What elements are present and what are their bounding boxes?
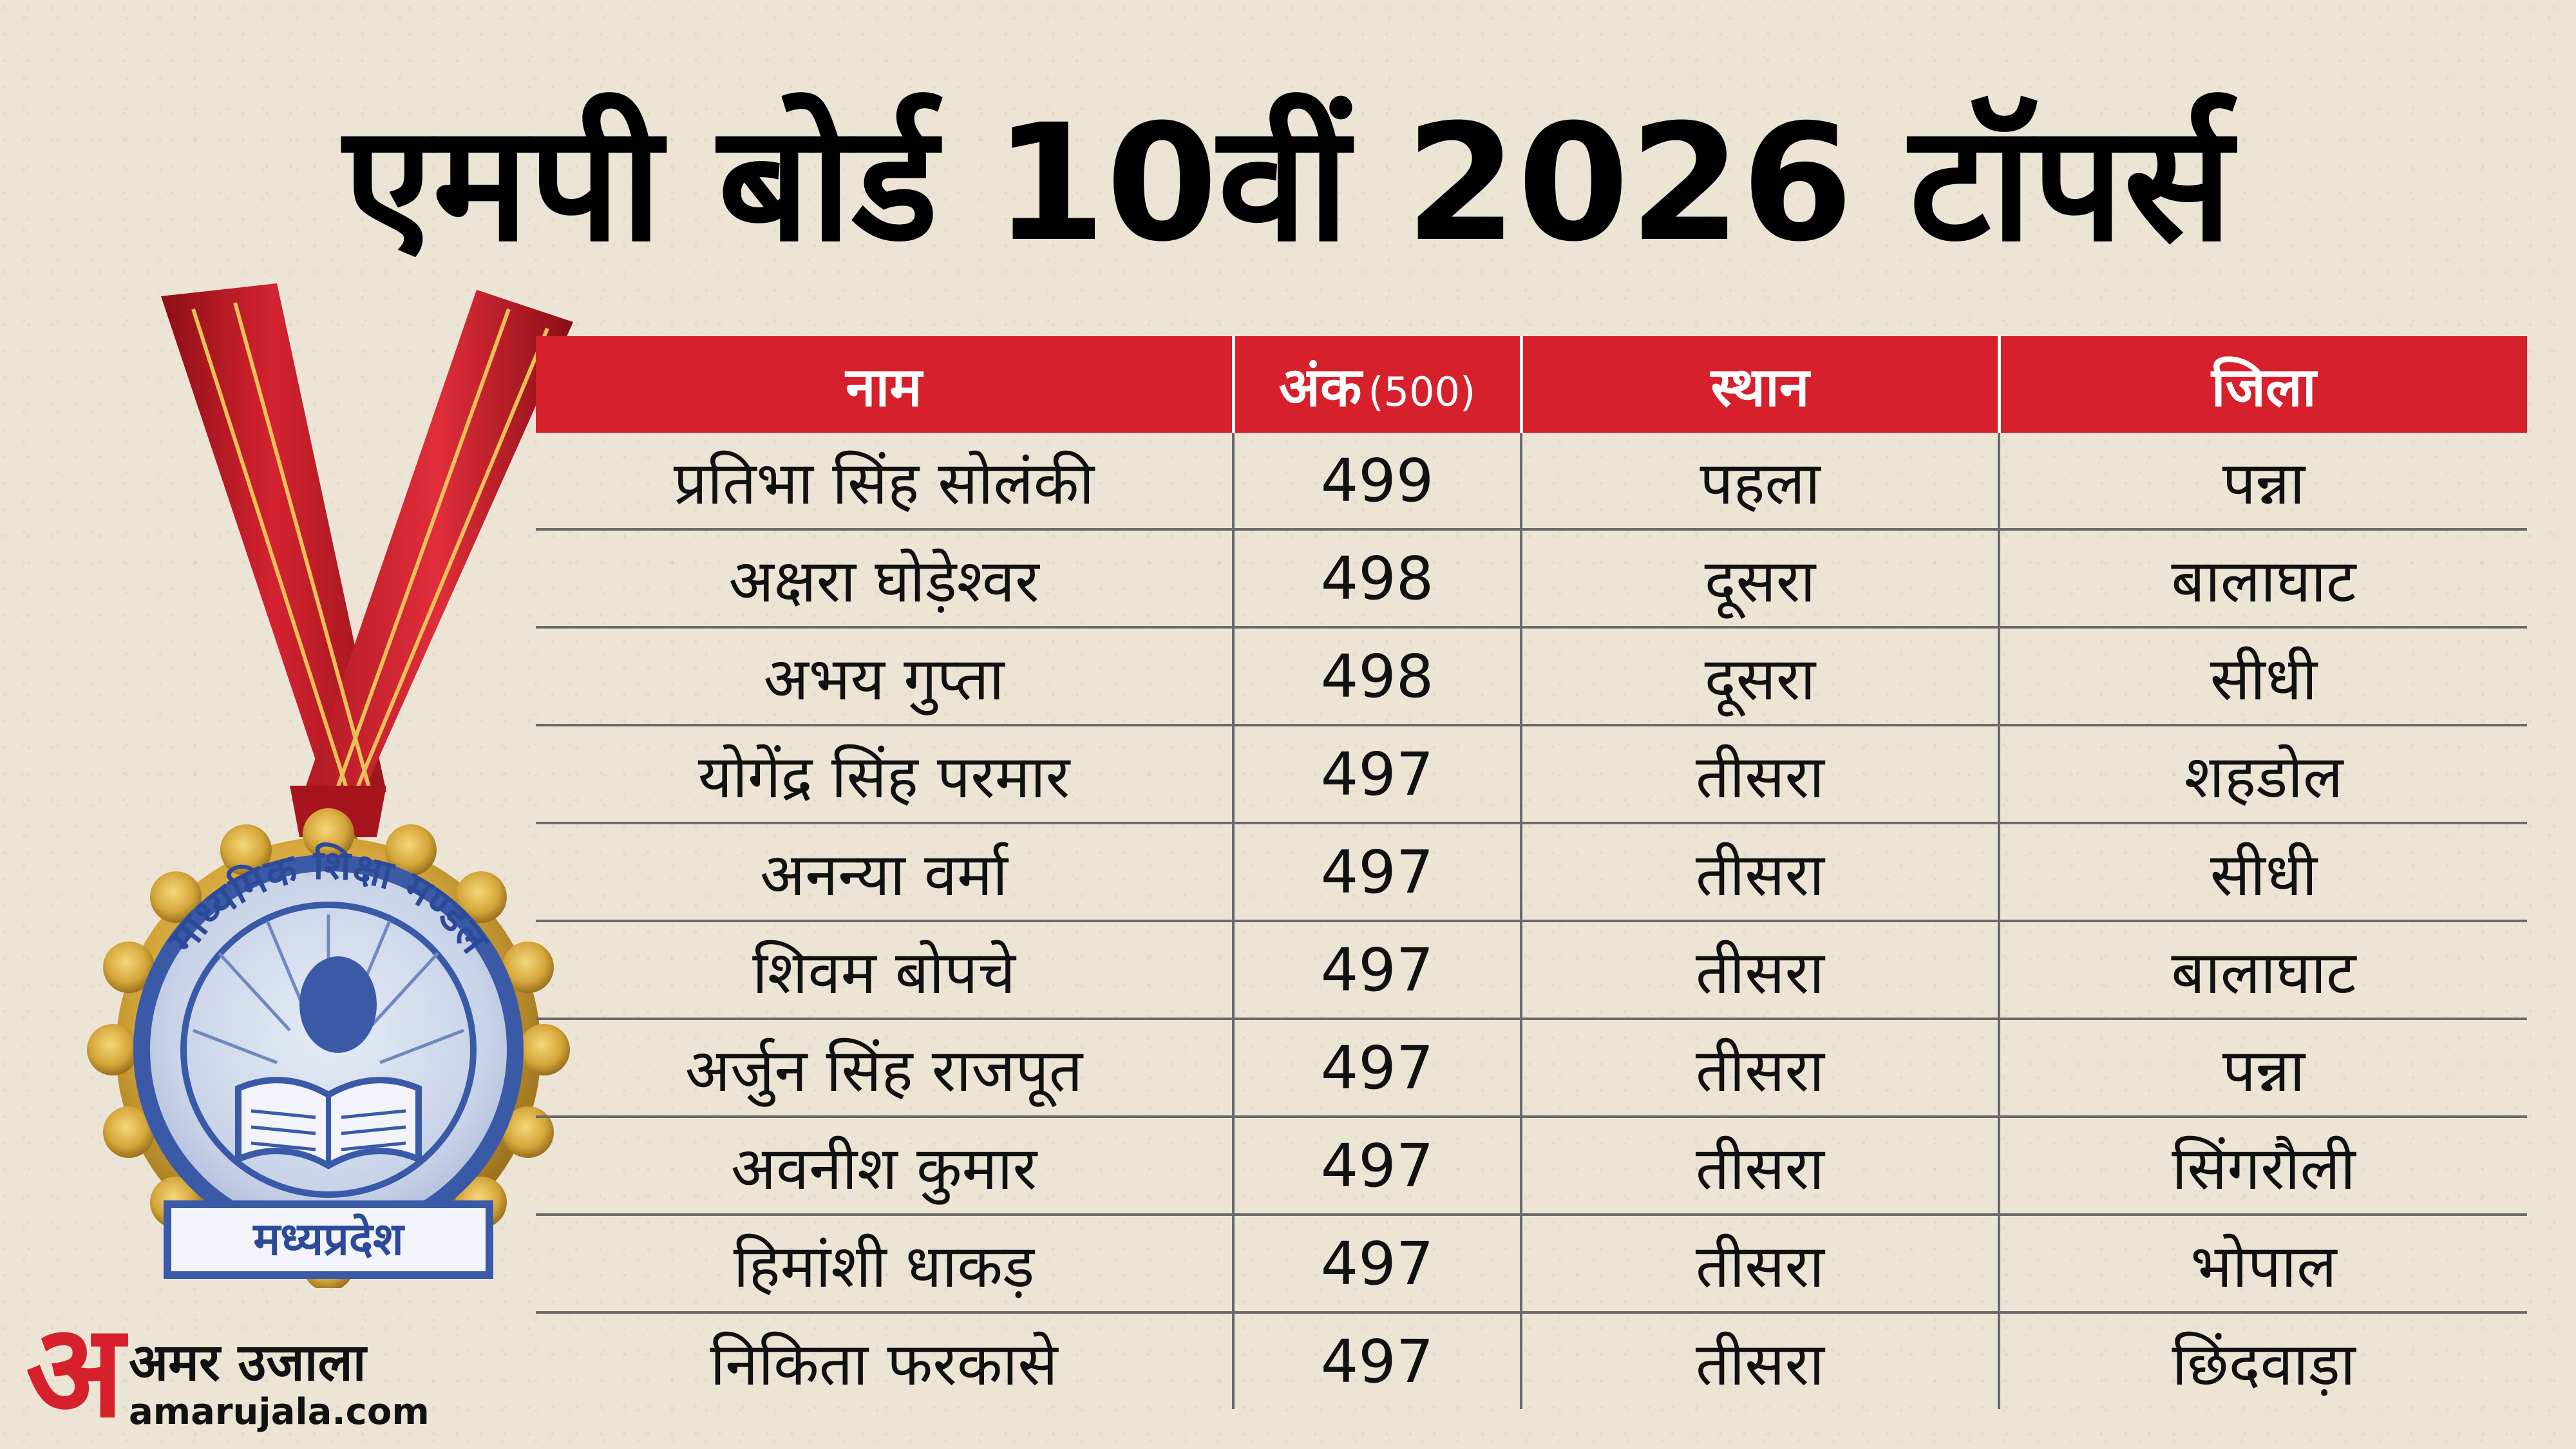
cell-rank: तीसरा	[1520, 1117, 1999, 1216]
table-row: अक्षरा घोड़ेश्वर 498 दूसरा बालाघाट	[536, 529, 2527, 629]
header-marks: अंक (500)	[1231, 336, 1521, 433]
table-row: अवनीश कुमार 497 तीसरा सिंगरौली	[536, 1117, 2527, 1216]
header-marks-total: (500)	[1368, 368, 1476, 415]
cell-rank: तीसरा	[1520, 1312, 1999, 1409]
cell-marks: 498	[1232, 627, 1521, 726]
cell-marks: 497	[1232, 1117, 1521, 1216]
table-row: हिमांशी धाकड़ 497 तीसरा भोपाल	[536, 1215, 2527, 1314]
cell-rank: तीसरा	[1520, 1215, 1999, 1314]
page-title: एमपी बोर्ड 10वीं 2026 टॉपर्स	[343, 90, 2233, 277]
header-district: जिला	[1997, 336, 2527, 433]
cell-rank: दूसरा	[1520, 627, 1999, 726]
cell-marks: 497	[1232, 1312, 1521, 1409]
cell-district: सीधी	[1998, 627, 2527, 726]
cell-district: बालाघाट	[1998, 921, 2527, 1020]
cell-rank: पहला	[1520, 433, 1999, 531]
header-rank: स्थान	[1519, 336, 1999, 433]
table-row: अनन्या वर्मा 497 तीसरा सीधी	[536, 823, 2527, 922]
cell-marks: 498	[1232, 529, 1521, 629]
cell-name: अक्षरा घोड़ेश्वर	[536, 529, 1233, 629]
cell-district: भोपाल	[1998, 1215, 2527, 1314]
table-row: अभय गुप्ता 498 दूसरा सीधी	[536, 627, 2527, 726]
cell-name: अनन्या वर्मा	[536, 823, 1233, 922]
cell-marks: 497	[1232, 823, 1521, 922]
cell-rank: दूसरा	[1520, 529, 1999, 629]
cell-name: अर्जुन सिंह राजपूत	[536, 1019, 1233, 1118]
logo-name: अमर उजाला	[129, 1332, 366, 1392]
logo-url: amarujala.com	[129, 1391, 430, 1433]
table-row: प्रतिभा सिंह सोलंकी 499 पहला पन्ना	[536, 433, 2527, 531]
cell-district: बालाघाट	[1998, 529, 2527, 629]
cell-district: सीधी	[1998, 823, 2527, 922]
table-row: योगेंद्र सिंह परमार 497 तीसरा शहडोल	[536, 725, 2527, 824]
cell-marks: 497	[1232, 1019, 1521, 1118]
ribbon-left	[161, 283, 386, 799]
table-header-row: नाम अंक (500) स्थान जिला	[536, 336, 2527, 433]
table-row: निकिता फरकासे 497 तीसरा छिंदवाड़ा	[536, 1312, 2527, 1409]
cell-name: योगेंद्र सिंह परमार	[536, 725, 1233, 824]
cell-marks: 497	[1232, 725, 1521, 824]
cell-rank: तीसरा	[1520, 1019, 1999, 1118]
cell-district: छिंदवाड़ा	[1998, 1312, 2527, 1409]
toppers-table: नाम अंक (500) स्थान जिला प्रतिभा सिंह सोल…	[536, 336, 2527, 1409]
cell-district: पन्ना	[1998, 1019, 2527, 1118]
publisher-logo: अ अमर उजाला amarujala.com	[26, 1307, 438, 1436]
cell-marks: 499	[1232, 433, 1521, 531]
medal-illustration: माध्यमिक शिक्षा मण्डल मध्यप्रदेश	[84, 283, 573, 1291]
cell-name: अवनीश कुमार	[536, 1117, 1233, 1216]
cell-marks: 497	[1232, 1215, 1521, 1314]
seal-text-bottom: मध्यप्रदेश	[252, 1213, 405, 1265]
header-name: नाम	[536, 336, 1233, 433]
cell-rank: तीसरा	[1520, 921, 1999, 1020]
cell-name: शिवम बोपचे	[536, 921, 1233, 1020]
cell-district: शहडोल	[1998, 725, 2527, 824]
ribbon-right	[303, 290, 573, 799]
logo-mark-icon: अ	[26, 1296, 124, 1446]
cell-rank: तीसरा	[1520, 725, 1999, 824]
cell-district: पन्ना	[1998, 433, 2527, 531]
cell-name: हिमांशी धाकड़	[536, 1215, 1233, 1314]
cell-name: प्रतिभा सिंह सोलंकी	[536, 433, 1233, 531]
cell-name: अभय गुप्ता	[536, 627, 1233, 726]
cell-rank: तीसरा	[1520, 823, 1999, 922]
cell-marks: 497	[1232, 921, 1521, 1020]
table-row: अर्जुन सिंह राजपूत 497 तीसरा पन्ना	[536, 1019, 2527, 1118]
header-marks-label: अंक	[1278, 355, 1362, 419]
table-row: शिवम बोपचे 497 तीसरा बालाघाट	[536, 921, 2527, 1020]
cell-district: सिंगरौली	[1998, 1117, 2527, 1216]
cell-name: निकिता फरकासे	[710, 1329, 1058, 1399]
